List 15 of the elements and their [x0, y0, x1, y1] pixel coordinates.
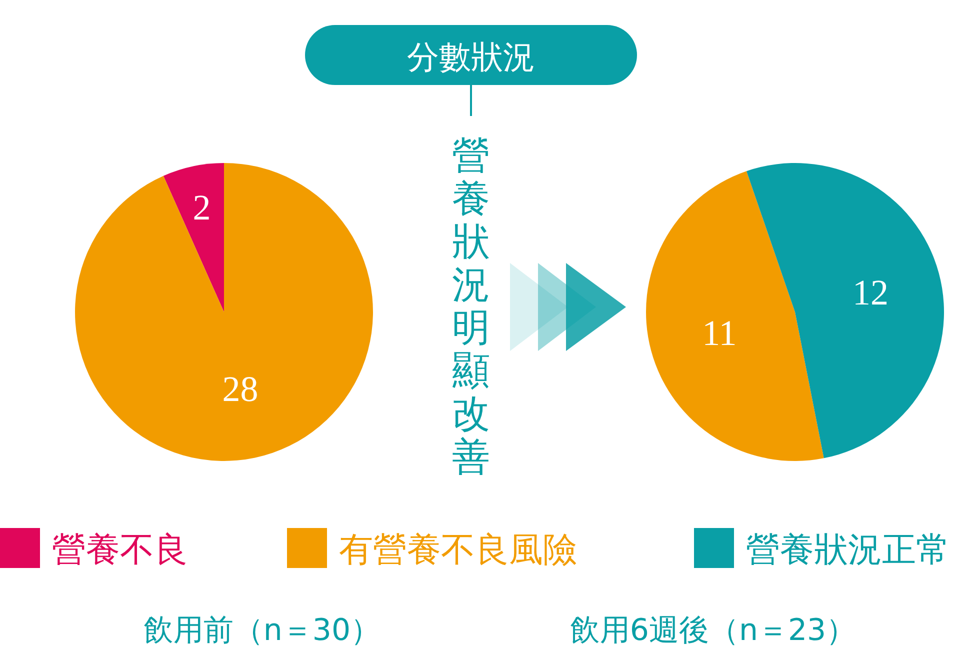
- data-label: 11: [702, 312, 737, 353]
- legend-label: 營養狀況正常: [746, 530, 950, 570]
- pie-slice: [163, 163, 224, 312]
- legend-label: 有營養不良風險: [339, 530, 577, 570]
- text: 營養狀況明顯改善: [452, 133, 490, 478]
- pie-slice: [75, 163, 373, 461]
- text: 飲用前（n＝30）: [143, 613, 381, 648]
- text: 飲用6週後（n＝23）: [570, 613, 856, 648]
- legend-label: 營養不良: [52, 530, 188, 570]
- data-label: 28: [222, 369, 258, 410]
- data-label: 12: [852, 272, 889, 312]
- text: 分數狀況: [407, 38, 535, 76]
- data-label: 2: [192, 188, 211, 228]
- pie-slice: [646, 171, 824, 461]
- pie-slice: [746, 163, 944, 458]
